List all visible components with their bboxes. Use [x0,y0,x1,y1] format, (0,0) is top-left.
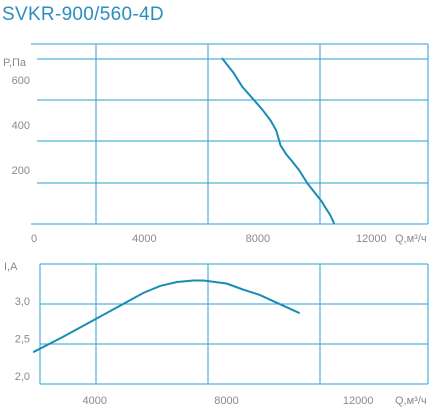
current-x-axis-label: Q,м³/ч [395,395,427,407]
pressure-x-tick-label: 4000 [132,233,156,245]
current-x-tick-label: 12000 [343,395,374,407]
pressure-x-tick-label: 12000 [356,233,387,245]
chart-title: SVKR-900/560-4D [2,4,164,25]
current-y-tick-label: 2,5 [15,334,30,346]
pressure-y-tick-label: 400 [12,120,30,132]
pressure-x-axis-label: Q,м³/ч [395,233,427,245]
current-x-tick-label: 4000 [83,395,107,407]
pressure-y-tick-label: 600 [12,75,30,87]
pressure-x-tick-label: 8000 [246,233,270,245]
current-x-tick-label: 8000 [214,395,238,407]
pressure-y-axis-label: P,Па [3,57,27,69]
current-curve [32,279,300,353]
pressure-x-tick-label: 0 [31,233,37,245]
current-y-tick-label: 3,0 [15,296,30,308]
current-y-axis-label: I,A [4,261,18,273]
pressure-curve [221,57,335,224]
current-y-tick-label: 2,0 [15,371,30,383]
pressure-y-tick-label: 200 [12,165,30,177]
